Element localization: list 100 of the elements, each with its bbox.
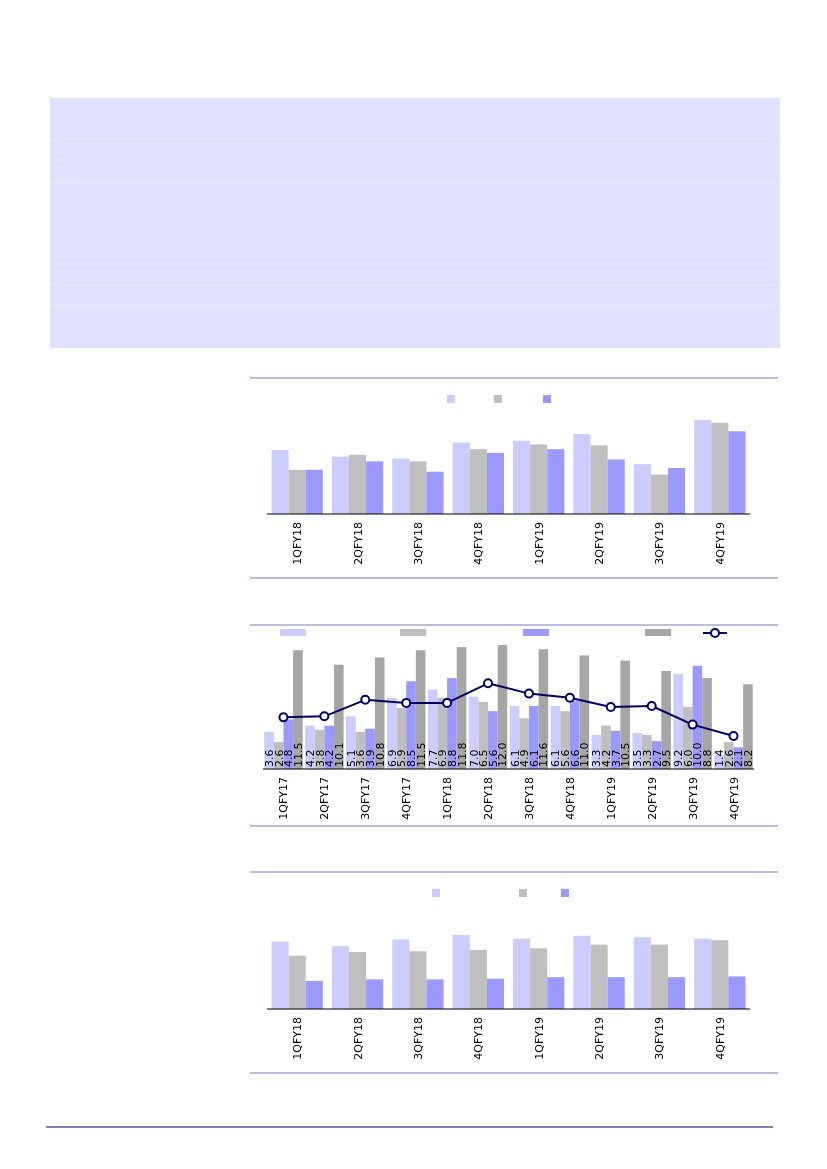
point xyxy=(401,697,412,708)
bar xyxy=(271,450,289,514)
x-tick-label: 3QFY19 xyxy=(653,522,667,565)
bar xyxy=(374,657,385,769)
data-label: 11.6 xyxy=(537,742,551,767)
bar xyxy=(305,469,323,514)
bar xyxy=(349,454,367,514)
bar xyxy=(728,431,746,514)
bar xyxy=(469,449,487,514)
x-tick-label: 3QFY17 xyxy=(359,777,373,820)
x-tick-label: 2QFY18 xyxy=(482,777,496,820)
bar xyxy=(702,678,712,769)
bar xyxy=(366,979,384,1009)
data-label: 10.5 xyxy=(619,742,633,767)
x-tick-label: 1QFY18 xyxy=(291,522,305,565)
x-tick-label: 4QFY19 xyxy=(713,1017,727,1060)
point xyxy=(442,697,453,708)
point xyxy=(319,711,330,722)
x-tick-label: 4QFY19 xyxy=(713,522,727,565)
x-tick-label: 1QFY17 xyxy=(277,777,291,820)
x-tick-label: 1QFY19 xyxy=(532,1017,546,1060)
data-label: 3.3 xyxy=(640,749,654,767)
point xyxy=(564,692,575,703)
bar xyxy=(743,684,753,769)
x-tick-label: 2QFY19 xyxy=(645,777,659,820)
data-label: 10.1 xyxy=(332,742,346,767)
bar xyxy=(607,977,625,1009)
bar xyxy=(271,941,289,1009)
bar xyxy=(528,706,539,769)
bar xyxy=(452,442,470,514)
bar xyxy=(547,449,565,514)
bar xyxy=(573,434,591,514)
bar xyxy=(513,440,531,514)
x-tick-label: 2QFY19 xyxy=(593,522,607,565)
data-label: 8.8 xyxy=(701,749,715,767)
bar xyxy=(426,471,444,514)
x-tick-label: 4QFY17 xyxy=(400,777,414,820)
bar xyxy=(426,979,444,1009)
bar xyxy=(409,951,427,1009)
point xyxy=(483,678,494,689)
bar xyxy=(711,422,729,514)
x-tick-label: 1QFY18 xyxy=(291,1017,305,1060)
bar xyxy=(547,977,565,1009)
point xyxy=(728,730,739,741)
bar xyxy=(486,452,504,514)
x-tick-label: 3QFY19 xyxy=(686,777,700,820)
bar xyxy=(293,650,303,769)
bar xyxy=(650,474,668,514)
point xyxy=(278,712,289,723)
bar xyxy=(573,935,591,1009)
bar xyxy=(530,948,548,1009)
bar xyxy=(366,461,384,514)
data-label: 11.5 xyxy=(291,742,305,767)
bar xyxy=(305,980,323,1009)
bar xyxy=(349,952,367,1009)
bar xyxy=(392,939,410,1009)
x-tick-label: 3QFY19 xyxy=(653,1017,667,1060)
bar xyxy=(590,944,608,1009)
bar xyxy=(650,944,668,1009)
data-label: 11.0 xyxy=(578,742,592,767)
data-label: 12.0 xyxy=(496,742,510,767)
x-tick-label: 3QFY18 xyxy=(411,522,425,565)
bar xyxy=(333,664,344,769)
x-tick-label: 2QFY18 xyxy=(351,1017,365,1060)
data-label: 11.5 xyxy=(414,742,428,767)
bar xyxy=(590,445,608,514)
bar xyxy=(667,467,686,514)
x-tick-label: 4QFY19 xyxy=(727,777,741,820)
point xyxy=(360,694,371,705)
bar xyxy=(486,978,504,1009)
bar xyxy=(633,937,651,1009)
x-tick-label: 3QFY18 xyxy=(522,777,536,820)
bar xyxy=(530,444,548,514)
bar xyxy=(288,469,306,514)
point xyxy=(523,688,534,699)
bar xyxy=(607,459,625,514)
bar xyxy=(331,456,350,514)
data-label: 9.5 xyxy=(660,749,674,767)
data-label: 4.2 xyxy=(599,749,613,767)
bar xyxy=(427,689,438,769)
data-label: 4.2 xyxy=(303,749,317,767)
data-label: 10.8 xyxy=(373,742,387,767)
x-tick-label: 2QFY18 xyxy=(351,522,365,565)
x-tick-label: 2QFY19 xyxy=(593,1017,607,1060)
bar xyxy=(331,946,350,1009)
bar xyxy=(673,673,684,769)
bar xyxy=(469,949,487,1009)
bar xyxy=(633,464,651,514)
bar xyxy=(620,660,631,769)
bar xyxy=(694,938,712,1009)
x-tick-label: 4QFY18 xyxy=(563,777,577,820)
x-tick-label: 1QFY19 xyxy=(604,777,618,820)
x-tick-label: 4QFY18 xyxy=(472,1017,486,1060)
bar xyxy=(288,955,306,1009)
bar xyxy=(694,420,712,514)
bar xyxy=(579,655,590,769)
x-tick-label: 3QFY18 xyxy=(411,1017,425,1060)
bar xyxy=(513,938,531,1009)
bar xyxy=(478,701,489,769)
bar xyxy=(728,976,746,1009)
